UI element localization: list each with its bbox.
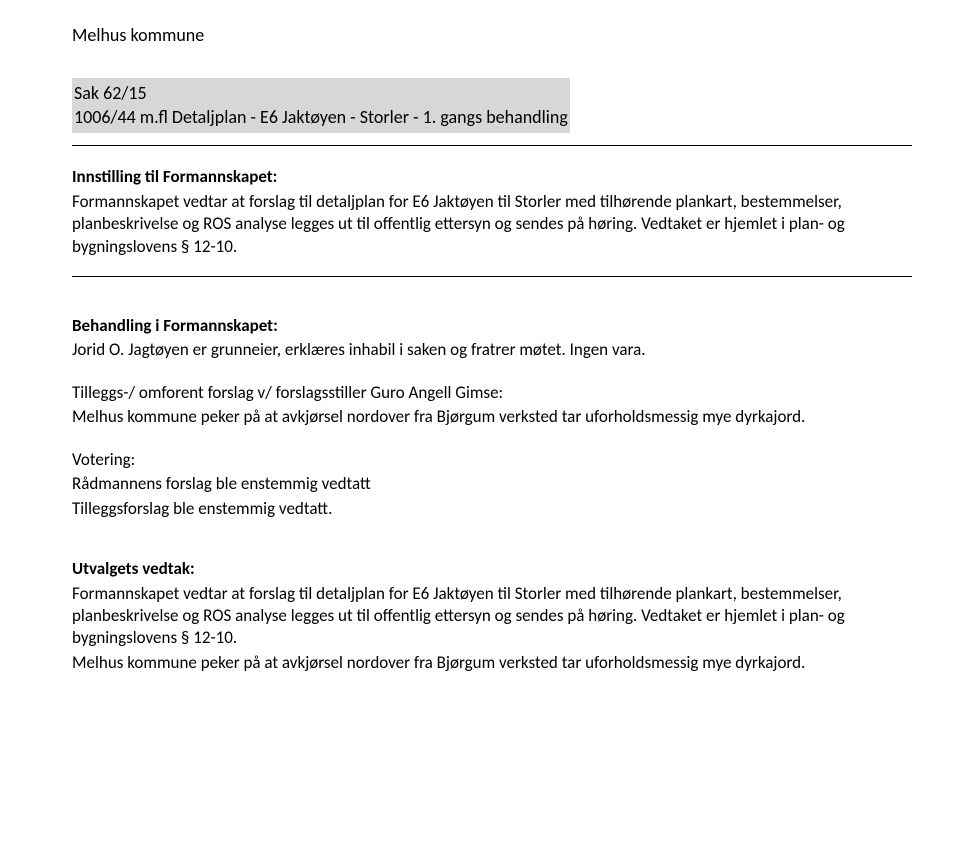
- innstilling-text: Formannskapet vedtar at forslag til deta…: [72, 191, 912, 258]
- tillegg-text: Melhus kommune peker på at avkjørsel nor…: [72, 406, 912, 428]
- tillegg-intro: Tilleggs-/ omforent forslag v/ forslagss…: [72, 382, 912, 404]
- vedtak-heading: Utvalgets vedtak:: [72, 558, 912, 580]
- spacer: [72, 431, 912, 449]
- sak-number: Sak 62/15: [72, 82, 570, 106]
- spacer: [72, 364, 912, 382]
- innstilling-heading: Innstilling til Formannskapet:: [72, 166, 912, 188]
- spacer: [72, 297, 912, 315]
- sak-highlight: Sak 62/15 1006/44 m.fl Detaljplan - E6 J…: [72, 78, 570, 134]
- sak-title: 1006/44 m.fl Detaljplan - E6 Jaktøyen - …: [72, 106, 570, 130]
- votering-l1: Rådmannens forslag ble enstemmig vedtatt: [72, 473, 912, 495]
- spacer: [72, 522, 912, 558]
- vedtak-p2: Melhus kommune peker på at avkjørsel nor…: [72, 652, 912, 674]
- org-name: Melhus kommune: [72, 24, 912, 48]
- behandling-line1: Jorid O. Jagtøyen er grunneier, erklæres…: [72, 339, 912, 361]
- behandling-heading: Behandling i Formannskapet:: [72, 315, 912, 337]
- vedtak-p1: Formannskapet vedtar at forslag til deta…: [72, 583, 912, 650]
- divider-mid: [72, 276, 912, 277]
- votering-head: Votering:: [72, 449, 912, 471]
- votering-l2: Tilleggsforslag ble enstemmig vedtatt.: [72, 498, 912, 520]
- divider-top: [72, 145, 912, 146]
